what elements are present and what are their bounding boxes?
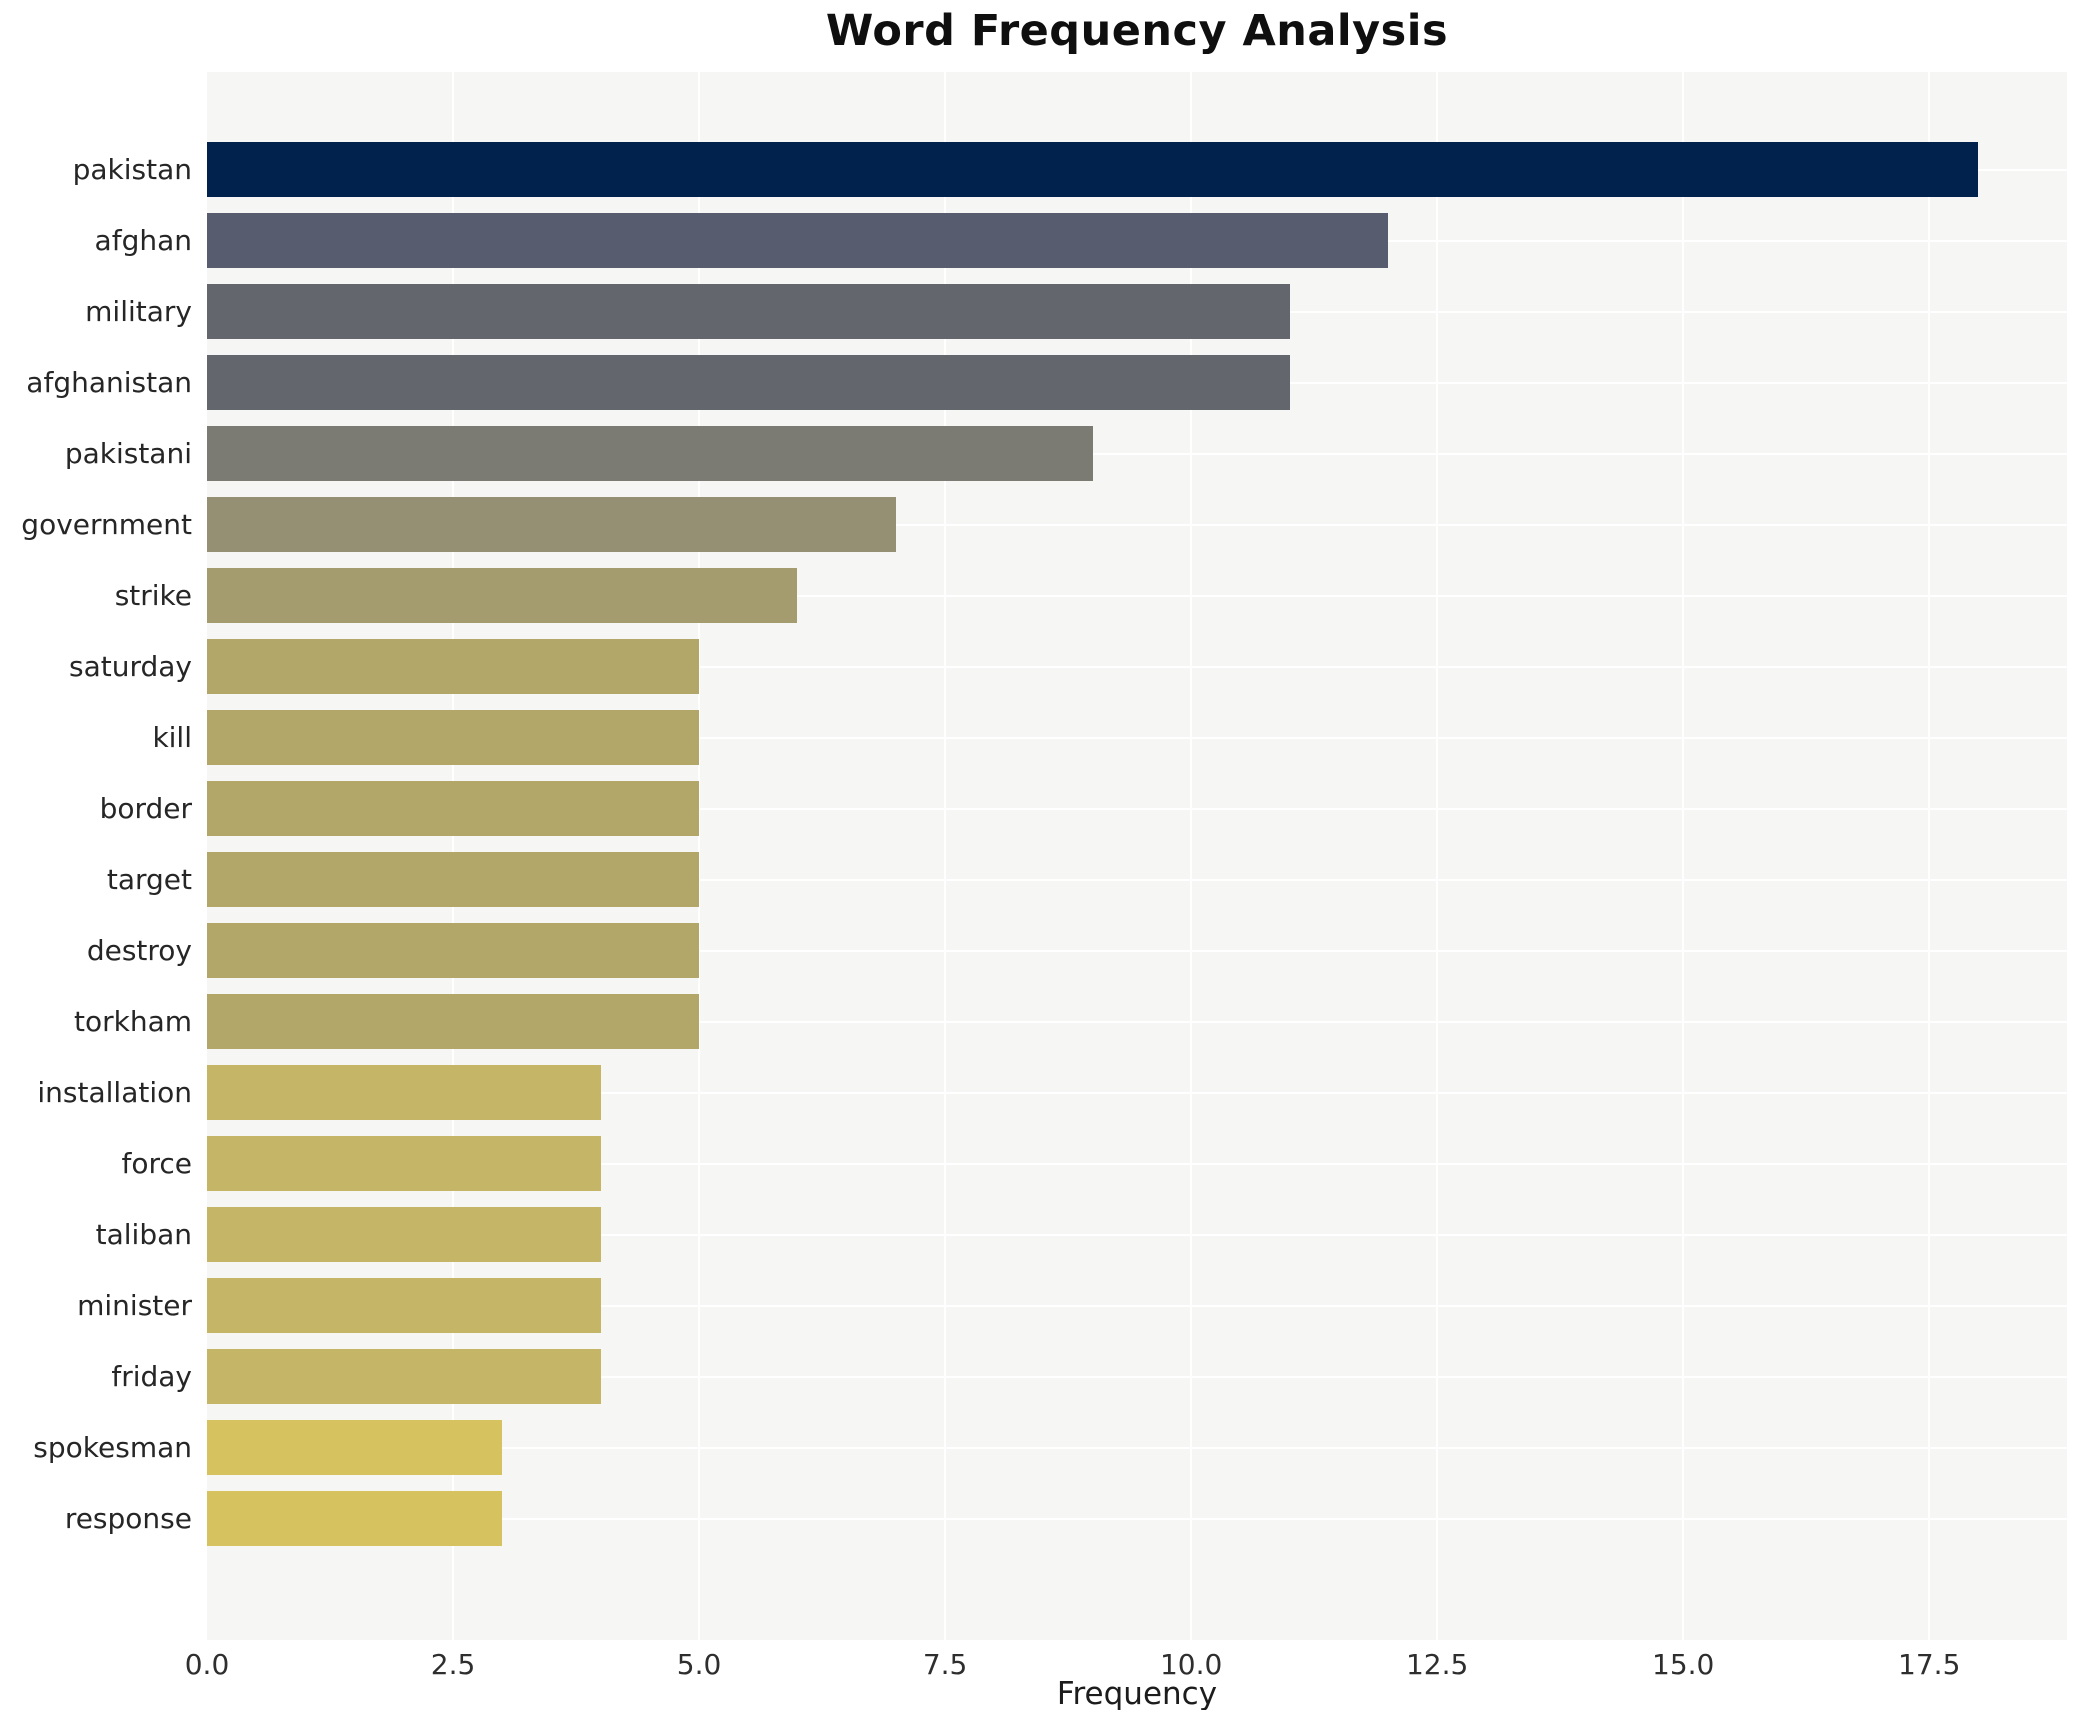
bar-military	[207, 284, 1290, 339]
y-tick-label: military	[85, 295, 192, 328]
gridline-horizontal	[207, 1375, 2067, 1378]
y-tick-label: border	[99, 792, 192, 825]
bar-pakistan	[207, 142, 1979, 197]
y-tick-label: torkham	[73, 1005, 192, 1038]
y-tick-label: taliban	[95, 1218, 192, 1251]
y-tick-label: saturday	[69, 650, 192, 683]
bar-afghanistan	[207, 355, 1290, 410]
gridline-horizontal	[207, 1091, 2067, 1094]
bar-friday	[207, 1349, 601, 1404]
bar-spokesman	[207, 1420, 503, 1475]
y-tick-label: kill	[152, 721, 192, 754]
gridline-horizontal	[207, 878, 2067, 881]
gridline-horizontal	[207, 1020, 2067, 1023]
y-tick-label: pakistan	[72, 153, 192, 186]
y-tick-label: government	[21, 508, 192, 541]
gridline-horizontal	[207, 1446, 2067, 1449]
bar-target	[207, 852, 700, 907]
x-tick-label: 10.0	[1159, 1648, 1223, 1681]
bar-strike	[207, 568, 798, 623]
x-tick-label: 17.5	[1898, 1648, 1961, 1681]
x-tick-label: 7.5	[922, 1648, 968, 1681]
x-tick-label: 12.5	[1405, 1648, 1469, 1681]
bar-torkham	[207, 994, 700, 1049]
y-tick-label: afghan	[94, 224, 192, 257]
gridline-horizontal	[207, 523, 2067, 526]
y-tick-label: destroy	[86, 934, 192, 967]
y-tick-label: installation	[37, 1076, 192, 1109]
gridline-horizontal	[207, 665, 2067, 668]
y-tick-label: pakistani	[64, 437, 192, 470]
y-tick-label: strike	[114, 579, 192, 612]
bar-installation	[207, 1065, 601, 1120]
gridline-horizontal	[207, 736, 2067, 739]
y-tick-label: force	[121, 1147, 192, 1180]
gridline-horizontal	[207, 452, 2067, 455]
gridline-vertical	[1190, 72, 1193, 1640]
x-tick-label: 15.0	[1652, 1648, 1715, 1681]
gridline-horizontal	[207, 1517, 2067, 1520]
x-tick-label: 2.5	[430, 1648, 476, 1681]
bar-government	[207, 497, 896, 552]
x-tick-label: 0.0	[184, 1648, 230, 1681]
gridline-horizontal	[207, 1304, 2067, 1307]
gridline-horizontal	[207, 1162, 2067, 1165]
gridline-vertical	[1928, 72, 1931, 1640]
bar-border	[207, 781, 700, 836]
x-axis-title: Frequency	[1056, 1676, 1218, 1710]
bar-minister	[207, 1278, 601, 1333]
y-tick-label: friday	[111, 1360, 192, 1393]
gridline-horizontal	[207, 594, 2067, 597]
y-tick-label: minister	[77, 1289, 192, 1322]
bar-pakistani	[207, 426, 1093, 481]
y-tick-label: response	[64, 1502, 192, 1535]
gridline-vertical	[698, 72, 701, 1640]
bar-kill	[207, 710, 700, 765]
gridline-vertical	[1436, 72, 1439, 1640]
y-tick-label: spokesman	[33, 1431, 192, 1464]
gridline-horizontal	[207, 949, 2067, 952]
gridline-horizontal	[207, 1233, 2067, 1236]
x-tick-label: 5.0	[676, 1648, 722, 1681]
gridline-horizontal	[207, 807, 2067, 810]
gridline-vertical	[944, 72, 947, 1640]
gridline-vertical	[1682, 72, 1685, 1640]
bar-saturday	[207, 639, 700, 694]
y-tick-label: target	[106, 863, 192, 896]
plot-area	[207, 72, 2067, 1640]
bar-response	[207, 1491, 503, 1546]
bar-destroy	[207, 923, 700, 978]
bar-afghan	[207, 213, 1388, 268]
bar-taliban	[207, 1207, 601, 1262]
bar-force	[207, 1136, 601, 1191]
y-tick-label: afghanistan	[26, 366, 192, 399]
chart-title: Word Frequency Analysis	[825, 6, 1449, 56]
